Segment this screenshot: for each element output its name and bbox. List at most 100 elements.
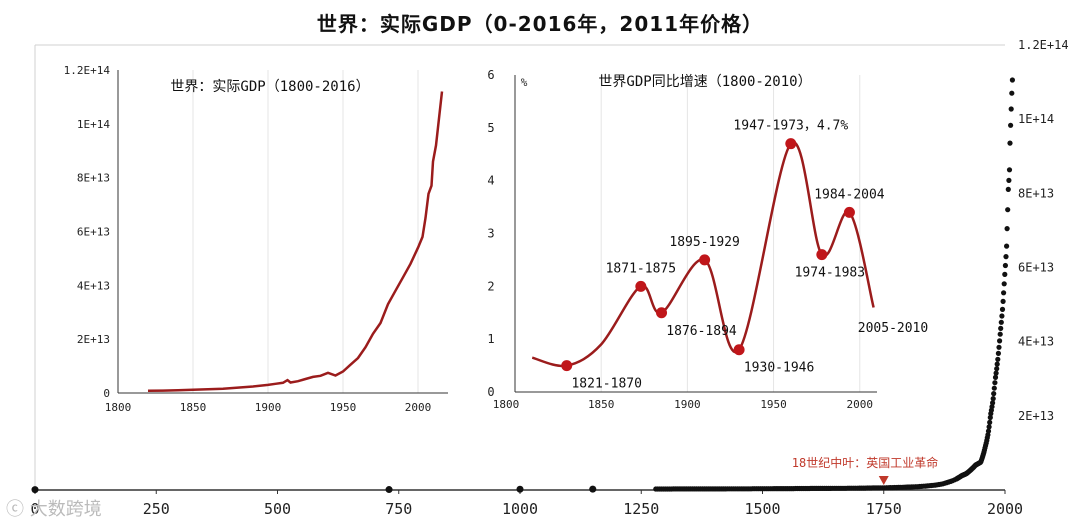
main-scatter-trail-point	[997, 331, 1003, 337]
main-x-tick-label: 1000	[502, 500, 538, 518]
main-scatter-trail-point	[1004, 226, 1010, 232]
inset2-x-tick-label: 1950	[760, 398, 787, 411]
inset1-x-tick-label: 2000	[405, 401, 432, 414]
inset2-period-label: 1984-2004	[814, 187, 885, 202]
main-scatter-trail-point	[1006, 167, 1013, 173]
main-scatter-trail-point	[998, 319, 1004, 325]
watermark-logo-icon: ⓒ	[6, 499, 24, 520]
inset2-period-marker	[635, 280, 647, 292]
main-scatter-trail-point	[1003, 254, 1009, 260]
inset2-x-tick-label: 2000	[847, 398, 874, 411]
main-scatter-trail-point	[991, 391, 997, 397]
inset2-y-tick-label: 5	[487, 121, 494, 135]
main-data-point	[385, 486, 393, 494]
inset1-y-tick-label: 2E+13	[77, 333, 110, 346]
chart-title: 世界：实际GDP（0-2016年，2011年价格）	[316, 12, 764, 36]
main-scatter-trail-point	[991, 385, 997, 391]
main-y-tick-label: 2E+13	[1018, 409, 1054, 423]
main-scatter-trail-point	[1007, 140, 1013, 146]
main-scatter-trail-point	[994, 361, 1000, 367]
main-scatter-trail-point	[990, 396, 996, 402]
inset2-end-period-label: 2005-2010	[858, 321, 928, 336]
main-scatter-trail-point	[990, 400, 996, 406]
inset1-y-tick-label: 6E+13	[77, 226, 110, 239]
main-scatter-trail-point	[1002, 262, 1009, 269]
inset2-period-label: 1974-1983	[795, 266, 865, 281]
inset2-period-label: 1876-1894	[666, 324, 737, 339]
inset2-period-marker	[656, 307, 668, 319]
main-x-tick-label: 2000	[987, 500, 1023, 518]
inset1-title: 世界：实际GDP（1800-2016）	[170, 79, 369, 95]
industrial-revolution-annotation: 18世纪中叶：英国工业革命	[792, 455, 938, 470]
main-scatter-trail-point	[993, 370, 999, 376]
watermark-text: 大数跨境	[29, 499, 102, 520]
main-scatter-trail-point	[1008, 106, 1014, 112]
main-y-tick-label: 1E+14	[1018, 112, 1054, 126]
inset2-x-start-label: 1800	[493, 398, 520, 411]
inset2-title: 世界GDP同比增速（1800-2010）	[598, 74, 811, 90]
main-x-tick-label: 0	[30, 500, 39, 518]
main-scatter-trail-point	[1001, 281, 1007, 287]
inset2-y-unit-label: %	[521, 76, 528, 89]
inset1-y-tick-label: 1E+14	[77, 118, 110, 131]
main-y-tick-label: 1.2E+14	[1018, 38, 1069, 52]
main-data-point	[516, 485, 524, 493]
main-scatter-trail-point	[995, 356, 1001, 362]
main-scatter-trail-point	[1008, 122, 1014, 128]
main-scatter-trail-point	[987, 419, 993, 425]
main-scatter-trail-point	[1005, 186, 1011, 192]
main-x-tick-label: 1750	[866, 500, 902, 518]
main-y-tick-label: 4E+13	[1018, 335, 1054, 349]
inset2-y-tick-label: 6	[487, 68, 494, 82]
inset1-x-tick-label: 1950	[330, 401, 357, 414]
inset1-x-tick-label: 1900	[255, 401, 282, 414]
inset1-plot-area	[118, 70, 448, 393]
main-scatter-trail-point	[1002, 271, 1008, 277]
main-scatter-trail-point	[986, 424, 992, 430]
inset1-x-tick-label: 1800	[105, 401, 132, 414]
main-y-tick-label: 6E+13	[1018, 261, 1054, 275]
inset2-x-tick-label: 1900	[674, 398, 701, 411]
main-scatter-trail-point	[1009, 90, 1015, 96]
main-scatter-trail-point	[1001, 290, 1007, 296]
inset2-y-tick-label: 0	[487, 385, 494, 399]
watermark: ⓒ 大数跨境	[6, 495, 102, 521]
main-scatter-trail-point	[999, 313, 1005, 319]
main-scatter-trail-point	[985, 428, 992, 434]
inset2-period-label: 1821-1870	[571, 377, 641, 392]
main-y-tick-label: 8E+13	[1018, 186, 1054, 200]
main-x-tick-label: 1500	[744, 500, 780, 518]
inset2-period-marker	[733, 344, 745, 356]
main-scatter-trail-point	[995, 350, 1002, 356]
main-scatter-trail-point	[998, 325, 1004, 331]
inset2-x-tick-label: 1850	[588, 398, 615, 411]
inset2-period-label: 1930-1946	[744, 361, 814, 376]
inset2-period-marker	[561, 360, 573, 372]
main-data-point	[31, 486, 39, 494]
main-chart: 0 250 500 750 1000 1250 1500 1750 20002E+134E+13…	[30, 38, 1068, 518]
main-x-tick-label: 250	[143, 500, 170, 518]
main-scatter-trail-point	[1004, 243, 1010, 249]
main-scatter-trail-point	[999, 306, 1006, 312]
inset-chart-growth-rate: 0 1 2 3 4 5 6 1800 1850 1900 1950 2000% 世界GDP同比增速（18…	[487, 68, 928, 411]
main-scatter-trail-point	[992, 374, 999, 380]
main-scatter-trail-point	[987, 414, 993, 421]
inset2-y-tick-label: 4	[487, 174, 494, 188]
main-scatter-trail-point	[994, 366, 1000, 372]
main-scatter-trail-point	[1006, 177, 1012, 183]
inset1-y-tick-label: 8E+13	[77, 172, 110, 185]
annotation-arrow-icon	[878, 476, 889, 485]
main-x-tick-label: 500	[264, 500, 291, 518]
inset2-period-label: 1895-1929	[669, 235, 739, 250]
main-data-point	[589, 485, 597, 493]
inset2-y-tick-label: 3	[487, 227, 494, 241]
inset2-y-tick-label: 2	[487, 279, 494, 293]
inset2-period-marker	[816, 249, 828, 261]
main-scatter-trail-point	[996, 344, 1002, 350]
inset1-y-tick-label: 4E+13	[77, 279, 110, 292]
main-x-tick-label: 750	[385, 500, 412, 518]
inset1-y-tick-label: 0	[103, 387, 110, 400]
inset-chart-real-gdp: 0 2E+13 4E+13 6E+13 8E+13 1E+14 1.2E+14 1800 185…	[64, 64, 448, 414]
inset1-x-tick-label: 1850	[180, 401, 207, 414]
inset2-period-marker	[785, 138, 797, 150]
